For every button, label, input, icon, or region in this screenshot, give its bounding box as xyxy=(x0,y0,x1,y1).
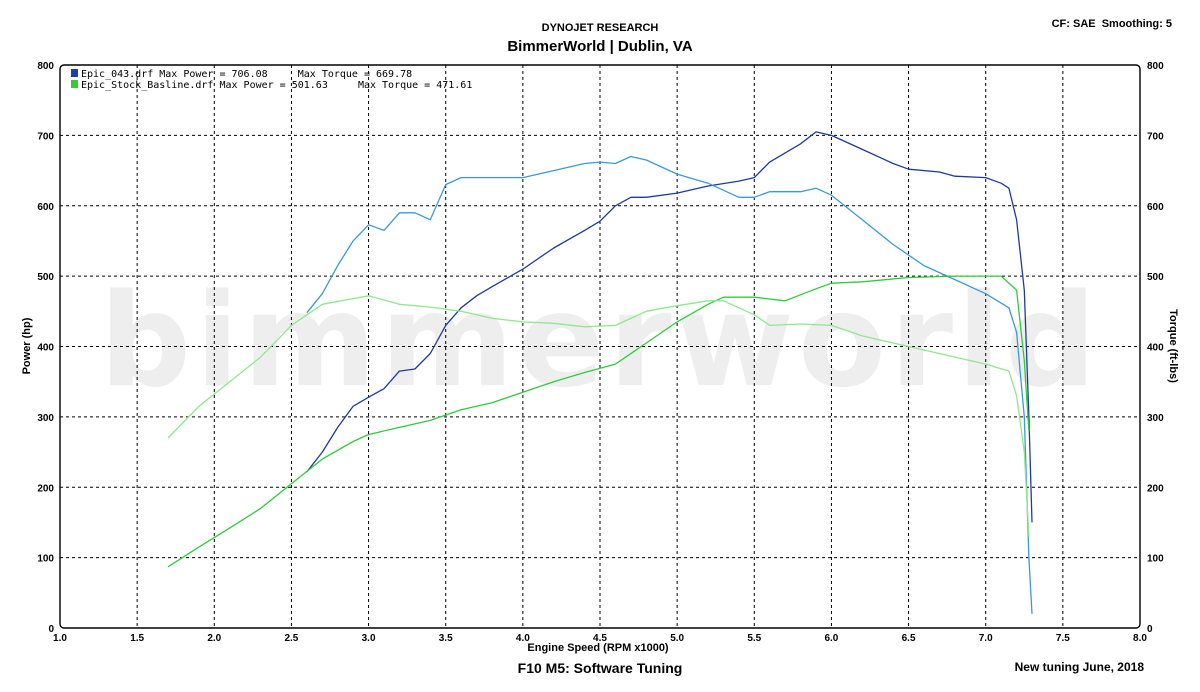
y-axis-title-right: Torque (ft-lbs) xyxy=(1167,309,1179,383)
legend-entry-1: Epic_Stock_Basline.drf Max Power = 501.6… xyxy=(81,80,472,91)
x-tick-label: 8.0 xyxy=(1133,633,1147,644)
plot-frame xyxy=(59,64,1141,629)
y-tick-label-right: 600 xyxy=(1147,202,1164,213)
y-axis-ticks-right: 0 100 200 300 400 500 600 700 800 xyxy=(1147,61,1164,635)
y-tick-label-right: 800 xyxy=(1147,61,1164,72)
x-tick-label: 3.0 xyxy=(362,633,376,644)
y-tick-label-right: 100 xyxy=(1147,554,1164,565)
y-tick-label-right: 0 xyxy=(1147,624,1153,635)
chart-footer-title: F10 M5: Software Tuning xyxy=(517,660,683,676)
x-tick-label: 2.0 xyxy=(207,633,221,644)
y-tick-label-left: 0 xyxy=(48,624,54,635)
series-line-2 xyxy=(167,275,1030,568)
x-tick-label: 2.5 xyxy=(284,633,298,644)
x-axis-ticks: 1.0 1.5 2.0 2.5 3.0 3.5 4.0 4.5 5.0 5.5 6.0 6.5 7.0 7… xyxy=(53,633,1147,644)
series-layer xyxy=(167,131,1033,614)
x-tick-label: 1.5 xyxy=(130,633,144,644)
y-tick-label-right: 400 xyxy=(1147,343,1164,354)
x-tick-label: 4.5 xyxy=(593,633,607,644)
y-tick-label-right: 200 xyxy=(1147,483,1164,494)
legend: Epic_043.drf Max Power = 706.08 Max Torq… xyxy=(71,69,472,91)
series-line-3 xyxy=(167,295,1030,537)
x-tick-label: 5.0 xyxy=(670,633,684,644)
chart-header-subtitle: BimmerWorld | Dublin, VA xyxy=(507,38,693,55)
chart-header-title: DYNOJET RESEARCH xyxy=(541,22,659,34)
x-tick-label: 3.5 xyxy=(439,633,453,644)
y-tick-label-left: 600 xyxy=(37,202,54,213)
series-line-1 xyxy=(306,155,1033,614)
x-axis-title: Engine Speed (RPM x1000) xyxy=(527,642,669,654)
y-tick-label-left: 700 xyxy=(37,131,54,142)
y-axis-ticks-left: 0 100 200 300 400 500 600 700 800 xyxy=(37,61,54,635)
x-tick-label: 7.5 xyxy=(1056,633,1070,644)
x-tick-label: 6.5 xyxy=(902,633,916,644)
x-tick-label: 7.0 xyxy=(979,633,993,644)
legend-swatch-1 xyxy=(71,80,78,88)
legend-swatch-0 xyxy=(71,69,78,77)
y-tick-label-left: 200 xyxy=(37,483,54,494)
y-tick-label-left: 500 xyxy=(37,272,54,283)
y-tick-label-left: 800 xyxy=(37,61,54,72)
x-tick-label: 6.0 xyxy=(824,633,838,644)
grid xyxy=(60,65,1140,628)
correction-settings: CF: SAE Smoothing: 5 xyxy=(1051,18,1172,30)
y-tick-label-right: 500 xyxy=(1147,272,1164,283)
y-tick-label-right: 300 xyxy=(1147,413,1164,424)
series-line-0 xyxy=(306,131,1033,523)
x-tick-label: 4.0 xyxy=(516,633,530,644)
y-tick-label-right: 700 xyxy=(1147,131,1164,142)
x-tick-label: 1.0 xyxy=(53,633,67,644)
watermark-logo: bimmerworld xyxy=(100,267,1101,416)
y-tick-label-left: 100 xyxy=(37,554,54,565)
y-tick-label-left: 400 xyxy=(37,343,54,354)
y-tick-label-left: 300 xyxy=(37,413,54,424)
x-tick-label: 5.5 xyxy=(747,633,761,644)
legend-entry-0: Epic_043.drf Max Power = 706.08 Max Torq… xyxy=(81,69,412,80)
y-axis-title-left: Power (hp) xyxy=(21,317,33,374)
tuning-date-note: New tuning June, 2018 xyxy=(1014,660,1144,674)
